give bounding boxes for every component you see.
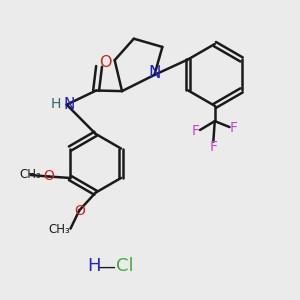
Text: F: F [230, 121, 238, 135]
Text: Cl: Cl [116, 257, 134, 275]
Text: N: N [64, 97, 75, 112]
Text: F: F [192, 124, 200, 138]
Text: F: F [209, 140, 217, 154]
Text: H: H [50, 97, 61, 111]
Text: O: O [44, 169, 54, 183]
Text: N: N [149, 64, 161, 82]
Text: CH₃: CH₃ [48, 223, 70, 236]
Text: CH₃: CH₃ [19, 168, 41, 181]
Text: —: — [97, 257, 115, 275]
Text: O: O [99, 55, 111, 70]
Text: O: O [74, 204, 86, 218]
Text: H: H [87, 257, 101, 275]
